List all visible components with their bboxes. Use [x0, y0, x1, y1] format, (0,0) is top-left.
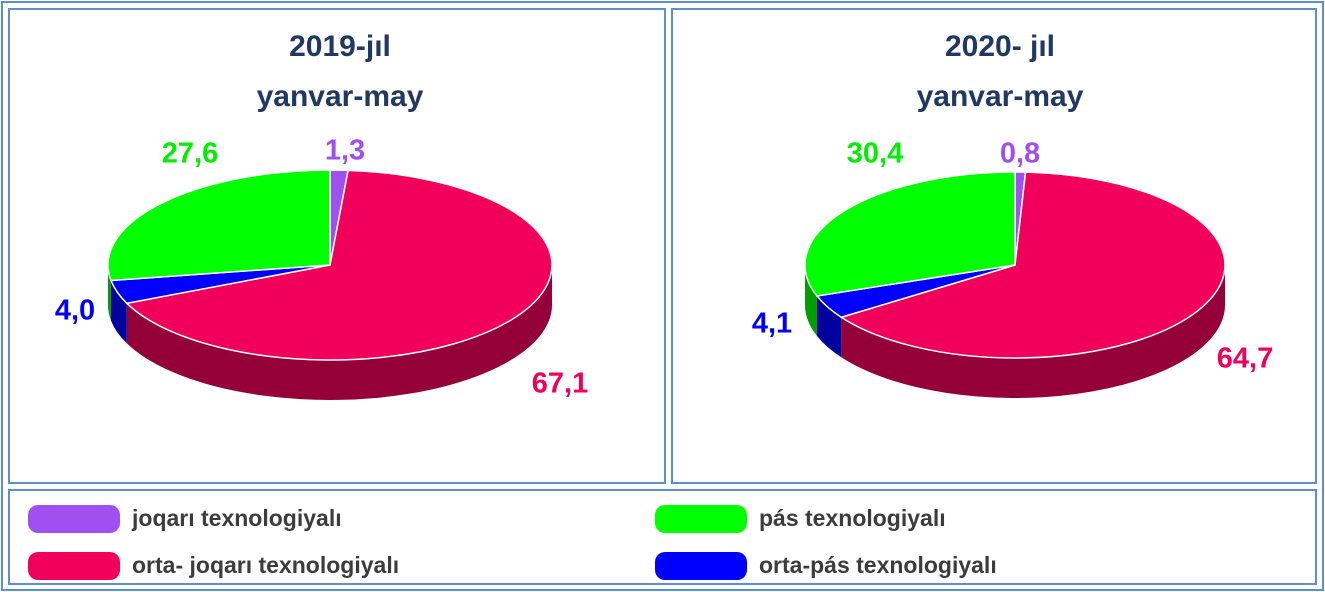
legend-label: orta-pás texnologiyalı [759, 552, 997, 578]
legend-swatch [655, 552, 747, 580]
slice-side [841, 265, 1225, 399]
slice-side [110, 280, 127, 344]
slice [839, 171, 1226, 359]
right-panel [671, 8, 1317, 484]
legend-box [8, 489, 1317, 585]
legend-label: joqarı texnologiyalı [131, 505, 342, 531]
legend-swatch [28, 552, 120, 580]
slice [125, 169, 553, 361]
legend-swatch [28, 505, 120, 533]
data-label: 4,0 [55, 295, 95, 327]
slice [107, 169, 331, 282]
legend-swatch [655, 505, 747, 533]
slice [804, 171, 1016, 297]
data-label: 30,4 [847, 138, 903, 170]
left-panel [8, 8, 666, 484]
chart-subtitle: yanvar-may [257, 80, 424, 113]
data-label: 0,8 [1000, 138, 1040, 170]
data-label: 67,1 [532, 368, 588, 400]
legend-label: orta- joqarı texnologiyalı [132, 552, 399, 578]
slice-side [816, 295, 842, 358]
data-label: 27,6 [162, 138, 218, 170]
chart-title: 2020- jıl [945, 30, 1055, 63]
data-label: 1,3 [325, 135, 365, 167]
data-label: 4,1 [752, 308, 792, 340]
chart-subtitle: yanvar-may [917, 80, 1084, 113]
data-label: 64,7 [1217, 343, 1273, 375]
chart-title: 2019-jıl [289, 30, 391, 63]
legend-label: pás texnologiyalı [759, 505, 946, 531]
slice-side [126, 265, 552, 400]
